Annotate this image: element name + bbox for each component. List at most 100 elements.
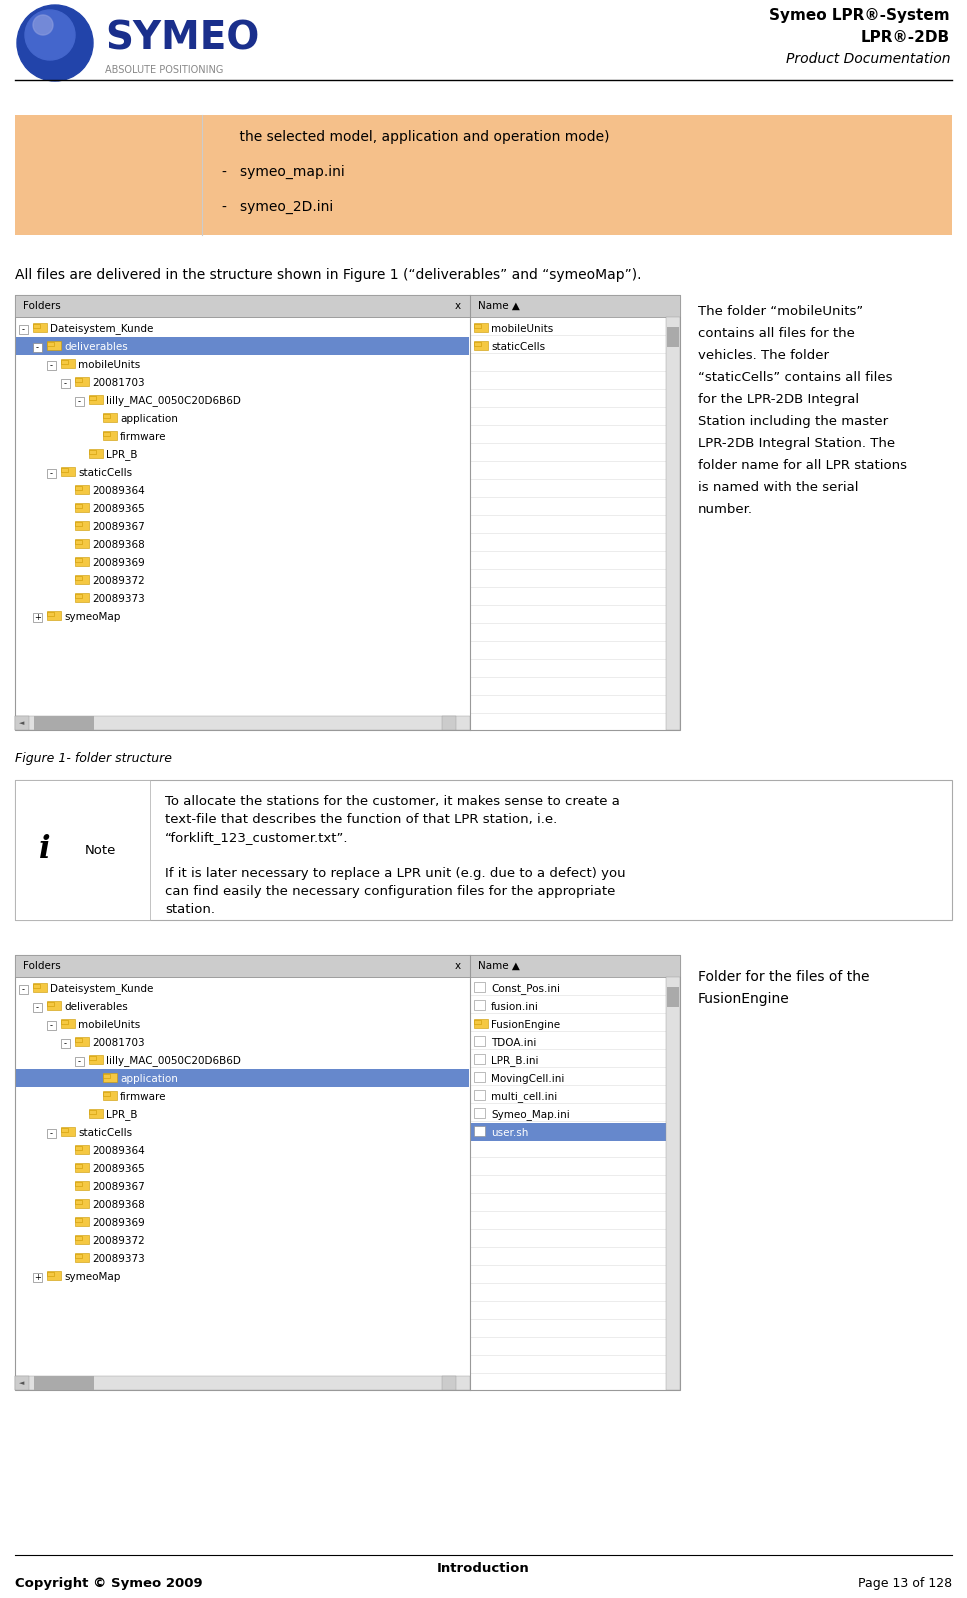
Text: 20089365: 20089365 [92,1163,145,1175]
FancyBboxPatch shape [75,503,89,511]
FancyBboxPatch shape [474,1072,485,1082]
FancyBboxPatch shape [47,610,61,620]
Text: 20089367: 20089367 [92,1183,145,1192]
Text: Station including the master: Station including the master [698,415,888,428]
FancyBboxPatch shape [47,1272,54,1275]
FancyBboxPatch shape [34,1376,94,1390]
FancyBboxPatch shape [33,983,47,992]
Text: ABSOLUTE POSITIONING: ABSOLUTE POSITIONING [105,66,223,75]
FancyBboxPatch shape [33,324,40,328]
FancyBboxPatch shape [61,1127,75,1136]
FancyBboxPatch shape [15,296,680,316]
Circle shape [33,14,53,35]
Text: Folder for the files of the: Folder for the files of the [698,970,869,984]
FancyBboxPatch shape [75,558,89,566]
Text: Dateisystem_Kunde: Dateisystem_Kunde [50,323,154,334]
FancyBboxPatch shape [19,324,28,334]
FancyBboxPatch shape [89,395,103,404]
FancyBboxPatch shape [61,360,68,364]
FancyBboxPatch shape [75,1198,89,1208]
Text: 20089365: 20089365 [92,503,145,515]
Text: lilly_MAC_0050C20D6B6D: lilly_MAC_0050C20D6B6D [106,1056,241,1066]
FancyBboxPatch shape [61,1020,75,1028]
Text: Folders: Folders [23,300,61,312]
FancyBboxPatch shape [471,1123,666,1141]
FancyBboxPatch shape [103,412,117,422]
Text: -: - [50,1021,53,1031]
FancyBboxPatch shape [474,342,481,347]
Text: -: - [64,379,67,388]
FancyBboxPatch shape [103,1091,117,1099]
FancyBboxPatch shape [474,1020,481,1024]
Text: x: x [454,300,461,312]
FancyBboxPatch shape [75,1254,82,1258]
FancyBboxPatch shape [474,324,481,328]
Text: -: - [36,344,39,353]
FancyBboxPatch shape [75,486,82,491]
Text: application: application [120,414,178,423]
Text: 20089372: 20089372 [92,575,145,586]
Circle shape [17,5,93,81]
FancyBboxPatch shape [89,1111,96,1114]
FancyBboxPatch shape [47,1000,61,1010]
FancyBboxPatch shape [33,984,40,988]
Text: Const_Pos.ini: Const_Pos.ini [491,983,560,994]
Text: “staticCells” contains all files: “staticCells” contains all files [698,371,893,384]
Text: Symeo_Map.ini: Symeo_Map.ini [491,1109,570,1120]
FancyBboxPatch shape [75,379,82,382]
Text: can find easily the necessary configuration files for the appropriate: can find easily the necessary configurat… [165,885,615,898]
Text: x: x [454,960,461,972]
FancyBboxPatch shape [33,1004,42,1012]
FancyBboxPatch shape [75,1163,89,1171]
Text: mobileUnits: mobileUnits [78,1020,140,1031]
FancyBboxPatch shape [89,1109,103,1119]
FancyBboxPatch shape [15,956,680,976]
FancyBboxPatch shape [442,716,456,730]
Text: application: application [120,1074,178,1083]
Text: TDOA.ini: TDOA.ini [491,1039,537,1048]
Text: 20089373: 20089373 [92,1254,145,1264]
FancyBboxPatch shape [75,558,82,562]
FancyBboxPatch shape [75,1039,82,1042]
Text: number.: number. [698,503,753,516]
Text: -: - [50,470,53,478]
FancyBboxPatch shape [75,503,82,508]
FancyBboxPatch shape [666,316,680,730]
FancyBboxPatch shape [61,467,75,476]
Text: 20089364: 20089364 [92,1146,145,1155]
Text: LPR-2DB Integral Station. The: LPR-2DB Integral Station. The [698,436,895,451]
Text: -: - [64,1040,67,1048]
Text: deliverables: deliverables [64,1002,128,1012]
FancyBboxPatch shape [16,337,469,355]
Text: fusion.ini: fusion.ini [491,1002,539,1012]
Text: Symeo LPR®-System: Symeo LPR®-System [770,8,950,22]
FancyBboxPatch shape [33,614,42,622]
Text: -   symeo_2D.ini: - symeo_2D.ini [222,200,334,214]
Text: 20089367: 20089367 [92,523,145,532]
Text: -: - [50,361,53,371]
Text: Name ▲: Name ▲ [478,960,520,972]
FancyBboxPatch shape [103,431,117,439]
Text: is named with the serial: is named with the serial [698,481,859,494]
Text: staticCells: staticCells [78,1128,132,1138]
FancyBboxPatch shape [474,1055,485,1064]
Text: firmware: firmware [120,1091,166,1103]
Text: user.sh: user.sh [491,1128,528,1138]
Text: -: - [50,1130,53,1138]
Text: 20081703: 20081703 [92,379,145,388]
FancyBboxPatch shape [75,594,82,598]
Text: -: - [78,398,81,406]
FancyBboxPatch shape [15,296,680,730]
FancyBboxPatch shape [61,1020,68,1024]
FancyBboxPatch shape [34,716,94,730]
Text: symeoMap: symeoMap [64,612,120,622]
FancyBboxPatch shape [89,396,96,400]
FancyBboxPatch shape [75,1056,84,1066]
FancyBboxPatch shape [75,396,84,406]
Text: -: - [22,326,25,334]
Text: FusionEngine: FusionEngine [491,1020,560,1031]
Text: -   symeo_map.ini: - symeo_map.ini [222,165,345,179]
FancyBboxPatch shape [61,1128,68,1131]
Text: 20089368: 20089368 [92,540,145,550]
Text: 20089369: 20089369 [92,558,145,567]
